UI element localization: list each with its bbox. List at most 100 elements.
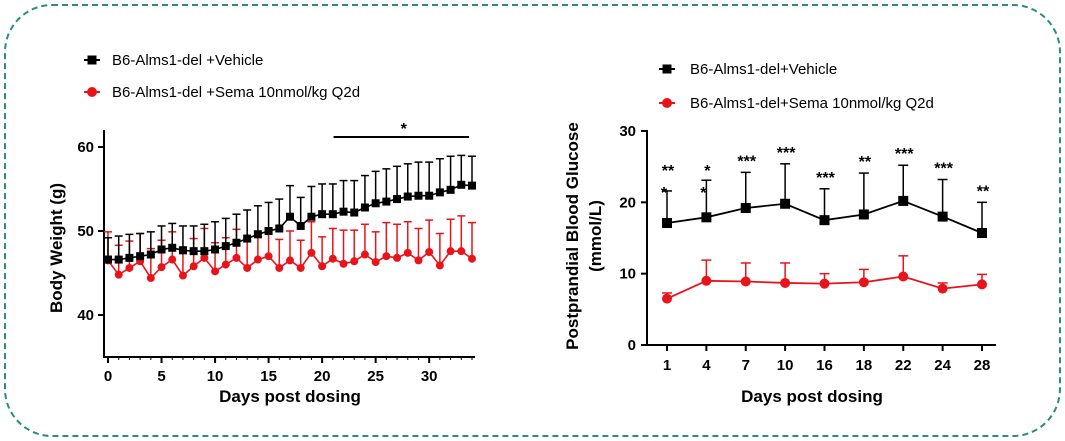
data-point bbox=[146, 274, 155, 283]
data-point bbox=[382, 252, 391, 261]
body-weight-chart: B6-Alms1-del +Vehicle B6-Alms1-del +Sema… bbox=[47, 52, 476, 406]
data-point bbox=[937, 283, 948, 294]
data-point bbox=[446, 185, 455, 194]
legend-sema-marker bbox=[87, 87, 97, 97]
right-y-title-line2: (mmol/L) bbox=[586, 200, 605, 272]
data-point bbox=[328, 210, 337, 219]
significance-label: *** bbox=[661, 163, 675, 202]
data-point bbox=[168, 243, 177, 252]
data-point bbox=[232, 238, 241, 247]
data-point bbox=[286, 256, 294, 265]
legend-sema-label: B6-Alms1-del+Sema 10nmol/kg Q2d bbox=[690, 95, 934, 112]
y-tick-label: 30 bbox=[619, 123, 636, 140]
data-point bbox=[898, 271, 909, 282]
data-point bbox=[178, 271, 187, 280]
data-point bbox=[275, 224, 284, 233]
sema-series bbox=[662, 255, 987, 304]
data-point bbox=[457, 247, 466, 256]
data-point bbox=[425, 191, 434, 200]
data-point bbox=[858, 277, 869, 288]
right-x-ticks: 1 4 7 10 16 18 22 24 28 bbox=[663, 345, 991, 374]
data-point bbox=[468, 181, 476, 190]
x-tick-label: 7 bbox=[742, 357, 750, 374]
left-y-title: Body Weight (g) bbox=[47, 183, 66, 313]
data-point bbox=[360, 203, 369, 212]
data-point bbox=[157, 263, 166, 272]
data-point bbox=[157, 245, 166, 254]
data-point bbox=[200, 247, 209, 256]
x-tick-label: 16 bbox=[816, 357, 833, 374]
data-point bbox=[425, 248, 434, 256]
significance-label: *** bbox=[777, 145, 796, 162]
significance-label: *** bbox=[895, 146, 914, 163]
data-point bbox=[371, 199, 380, 208]
data-point bbox=[232, 253, 241, 262]
vehicle-series bbox=[104, 154, 476, 264]
y-tick-label: 50 bbox=[77, 223, 94, 240]
data-point bbox=[307, 212, 316, 221]
legend-vehicle-marker bbox=[662, 64, 672, 74]
x-tick-label: 15 bbox=[260, 368, 277, 385]
x-tick-label: 4 bbox=[702, 357, 711, 374]
y-tick-label: 10 bbox=[619, 266, 636, 283]
right-legend: B6-Alms1-del+Vehicle B6-Alms1-del+Sema 1… bbox=[659, 61, 934, 112]
data-point bbox=[350, 257, 359, 266]
data-point bbox=[296, 263, 305, 272]
data-point bbox=[360, 250, 369, 259]
data-point bbox=[318, 210, 327, 219]
right-y-title-line1: Postprandial Blood Glucose bbox=[563, 122, 582, 350]
data-point bbox=[264, 252, 273, 261]
x-tick-label: 18 bbox=[856, 357, 873, 374]
blood-glucose-chart: B6-Alms1-del+Vehicle B6-Alms1-del+Sema 1… bbox=[563, 61, 996, 406]
data-point bbox=[339, 259, 348, 268]
data-point bbox=[446, 247, 455, 256]
data-point bbox=[414, 191, 423, 200]
right-y-ticks: 0 10 20 30 bbox=[619, 123, 647, 354]
right-x-title: Days post dosing bbox=[741, 387, 883, 406]
data-point bbox=[977, 279, 987, 290]
data-point bbox=[275, 263, 284, 272]
x-tick-label: 10 bbox=[777, 357, 794, 374]
data-point bbox=[178, 246, 187, 255]
x-tick-label: 28 bbox=[974, 357, 991, 374]
data-point bbox=[339, 207, 348, 216]
x-tick-label: 1 bbox=[663, 357, 671, 374]
x-tick-label: 30 bbox=[421, 368, 438, 385]
data-point bbox=[243, 263, 252, 272]
x-tick-label: 5 bbox=[157, 368, 165, 385]
dashed-frame bbox=[4, 4, 1061, 437]
data-point bbox=[898, 195, 909, 206]
data-point bbox=[243, 234, 252, 243]
data-point bbox=[296, 221, 305, 230]
significance-label: ** bbox=[977, 183, 990, 200]
data-point bbox=[350, 208, 359, 217]
left-y-ticks: 40 50 60 bbox=[77, 139, 104, 324]
data-point bbox=[819, 278, 830, 289]
data-point bbox=[253, 255, 262, 264]
data-point bbox=[468, 254, 476, 263]
x-tick-label: 10 bbox=[207, 368, 224, 385]
significance-label: ** bbox=[700, 163, 711, 202]
significance-label: *** bbox=[737, 153, 756, 170]
data-point bbox=[328, 254, 337, 263]
data-point bbox=[435, 188, 444, 197]
legend-vehicle-marker bbox=[87, 55, 97, 65]
left-x-title: Days post dosing bbox=[219, 387, 361, 406]
data-point bbox=[307, 248, 316, 257]
y-tick-label: 0 bbox=[628, 337, 636, 354]
left-series bbox=[104, 154, 476, 283]
data-point bbox=[286, 212, 294, 221]
data-point bbox=[662, 218, 672, 229]
data-point bbox=[403, 248, 412, 257]
data-point bbox=[393, 253, 402, 262]
x-tick-label: 20 bbox=[314, 368, 331, 385]
data-point bbox=[318, 262, 327, 271]
data-point bbox=[701, 212, 712, 223]
right-significance-labels: ** ** ************ ******** bbox=[661, 145, 990, 202]
data-point bbox=[780, 277, 791, 288]
data-point bbox=[168, 255, 177, 264]
x-tick-label: 0 bbox=[104, 368, 112, 385]
data-point bbox=[125, 263, 134, 272]
data-point bbox=[253, 230, 262, 239]
